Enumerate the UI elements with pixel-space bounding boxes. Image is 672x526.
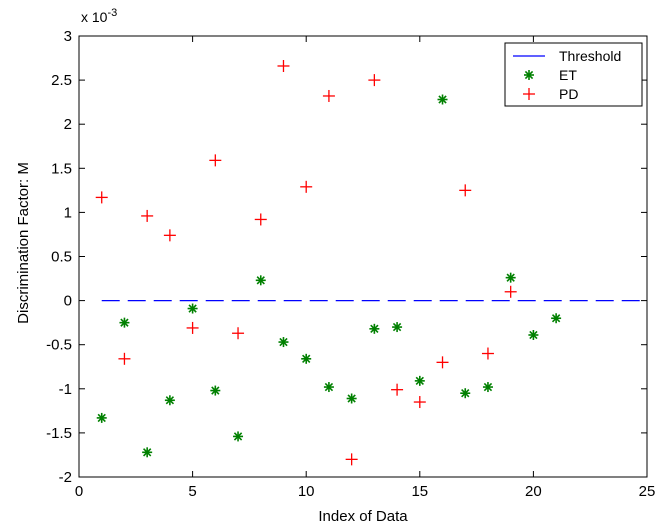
x-tick-label: 10 [298,483,315,500]
legend-label-threshold: Threshold [559,48,621,64]
asterisk-stroke [233,432,243,441]
y-tick-label: 0.5 [51,249,72,266]
asterisk-stroke [97,413,106,423]
asterisk-stroke [392,322,402,332]
et-point [323,382,334,393]
et-point [414,375,425,386]
et-point [96,412,107,423]
et-point [301,353,312,364]
et-point [460,388,471,399]
asterisk-stroke [370,324,379,333]
pd-point [459,184,472,197]
asterisk-stroke [524,70,534,80]
asterisk-stroke [347,394,356,403]
x-tick-label: 5 [188,483,196,500]
et-point [210,385,221,396]
et-point [255,275,266,286]
pd-point [481,347,494,360]
y-tick-label: 2.5 [51,72,72,89]
asterisk-stroke [415,376,424,386]
legend-label-et: ET [559,67,577,83]
et-point [528,329,539,340]
et-point [369,323,380,334]
x-tick-label: 0 [75,483,83,500]
y-axis-exponent-power: -3 [107,7,117,19]
plot-marks [95,59,647,466]
y-tick-label: 2 [64,116,72,133]
y-tick-label: 0 [64,293,72,310]
pd-point [413,396,426,409]
asterisk-stroke [529,330,538,340]
asterisk-stroke [165,396,175,405]
et-point [233,431,244,442]
y-tick-label: -2 [59,469,72,486]
et-point [551,313,562,324]
et-point [187,303,198,314]
legend-entry-threshold: Threshold [513,48,621,64]
legend-swatch-et [524,70,534,80]
et-point [278,337,289,348]
y-tick-label: 1.5 [51,160,72,177]
pd-point [209,154,222,167]
pd-point [186,321,199,334]
pd-point [300,180,313,193]
y-tick-label: 1 [64,204,72,221]
et-point [346,393,357,404]
pd-point [345,453,358,466]
y-tick-label: -1 [59,381,72,398]
asterisk-stroke [506,273,515,282]
legend-swatch-pd [523,88,535,100]
asterisk-stroke [279,337,288,347]
asterisk-stroke [211,386,220,395]
et-point [119,317,130,328]
pd-point [504,285,517,298]
asterisk-stroke [302,354,311,363]
axes: 0 5 10 15 20 25 -2 -1.5 -1 -0.5 0 0.5 1 1.5 2 2.5 3 [46,28,655,500]
et-point [505,272,516,283]
legend-entry-pd: PD [523,86,578,102]
y-tick-label: 3 [64,28,72,45]
et-point [482,382,493,393]
pd-point [436,356,449,369]
x-axis-label: Index of Data [318,508,408,525]
pd-point [368,74,381,87]
y-tick-label: -0.5 [46,337,72,354]
pd-point [277,59,290,72]
y-axis-label: Discrimination Factor: M [15,162,32,324]
asterisk-stroke [483,382,493,392]
x-tick-label: 15 [411,483,428,500]
asterisk-stroke [551,314,561,323]
et-point [392,322,403,333]
asterisk-stroke [324,382,334,392]
pd-point [95,191,108,204]
pd-point [141,209,154,222]
et-point [164,395,175,406]
asterisk-stroke [256,276,265,285]
x-tick-label: 20 [525,483,542,500]
asterisk-stroke [461,389,470,398]
legend-entry-et: ET [524,67,577,83]
y-axis-exponent-base: x 10 [81,9,108,25]
pd-point [163,229,176,242]
pd-point [254,213,267,226]
x-tick-label: 25 [639,483,656,500]
et-point [142,447,153,458]
legend-label-pd: PD [559,86,578,102]
pd-point [118,352,131,365]
y-axis-exponent-label: x 10-3 [81,7,117,25]
pd-point [391,383,404,396]
et-point [437,94,448,105]
asterisk-stroke [438,95,447,104]
legend: Threshold ET PD [504,42,643,107]
y-tick-label: -1.5 [46,425,72,442]
pd-point [322,89,335,102]
pd-point [232,327,245,340]
asterisk-stroke [188,304,197,313]
asterisk-stroke [120,318,129,327]
asterisk-stroke [142,448,152,457]
